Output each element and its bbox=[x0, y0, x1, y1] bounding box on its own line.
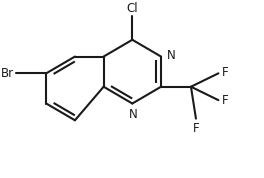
Text: Cl: Cl bbox=[126, 2, 138, 15]
Text: F: F bbox=[222, 95, 229, 108]
Text: F: F bbox=[193, 122, 199, 135]
Text: N: N bbox=[129, 108, 138, 121]
Text: F: F bbox=[222, 66, 229, 79]
Text: N: N bbox=[167, 49, 176, 62]
Text: Br: Br bbox=[1, 67, 14, 80]
